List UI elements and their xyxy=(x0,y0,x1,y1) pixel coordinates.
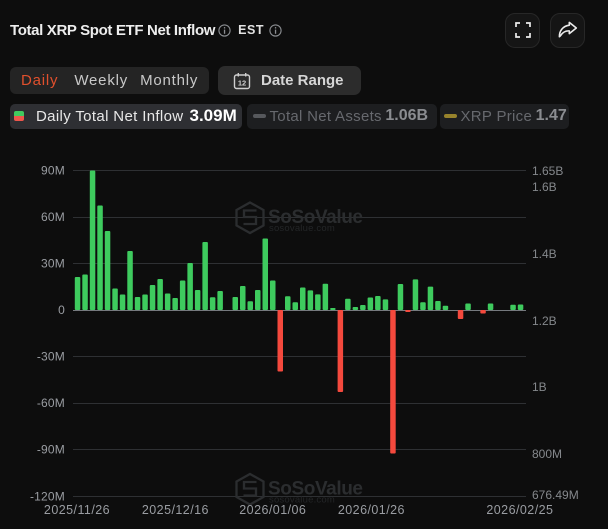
svg-text:0: 0 xyxy=(58,303,65,317)
svg-text:2026/01/06: 2026/01/06 xyxy=(239,503,306,517)
svg-text:1.6B: 1.6B xyxy=(532,180,557,194)
svg-text:60M: 60M xyxy=(41,210,65,224)
svg-text:90M: 90M xyxy=(41,164,65,178)
svg-text:1.4B: 1.4B xyxy=(532,247,557,261)
svg-text:2025/11/26: 2025/11/26 xyxy=(44,503,110,517)
svg-text:30M: 30M xyxy=(41,257,65,271)
svg-text:-60M: -60M xyxy=(37,396,65,410)
svg-text:2025/12/16: 2025/12/16 xyxy=(142,503,209,517)
svg-text:1B: 1B xyxy=(532,380,547,394)
svg-text:2026/01/26: 2026/01/26 xyxy=(338,503,405,517)
svg-text:2026/02/25: 2026/02/25 xyxy=(486,503,553,517)
svg-text:1.65B: 1.65B xyxy=(532,164,563,178)
svg-text:-30M: -30M xyxy=(37,350,65,364)
svg-text:-90M: -90M xyxy=(37,443,65,457)
svg-text:SoSoValue: SoSoValue xyxy=(268,479,363,500)
svg-text:-120M: -120M xyxy=(30,490,65,504)
svg-text:sosovalue.com: sosovalue.com xyxy=(269,223,335,234)
svg-text:12: 12 xyxy=(238,78,246,87)
svg-text:676.49M: 676.49M xyxy=(532,488,579,502)
svg-text:SoSoValue: SoSoValue xyxy=(268,207,363,228)
svg-text:sosovalue.com: sosovalue.com xyxy=(269,495,335,506)
svg-text:800M: 800M xyxy=(532,447,562,461)
svg-text:1.2B: 1.2B xyxy=(532,314,557,328)
